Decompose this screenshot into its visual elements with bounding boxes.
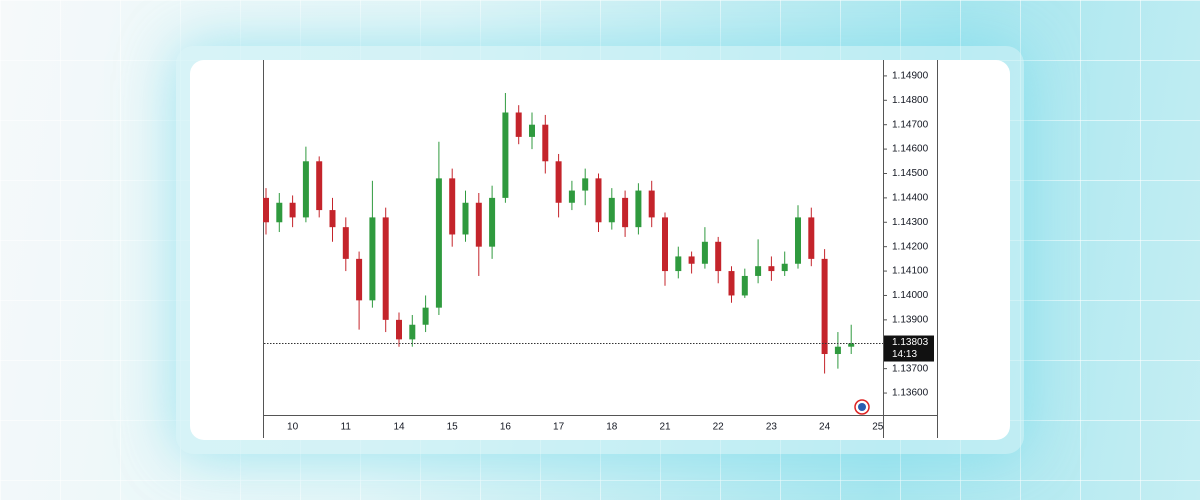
candle-body xyxy=(462,202,469,235)
candle-body xyxy=(662,217,668,272)
candle-body xyxy=(595,178,602,223)
y-tick-label: 1.14200 xyxy=(892,241,929,252)
candle-body xyxy=(768,266,775,272)
x-tick-label: 18 xyxy=(606,422,618,433)
candle-body xyxy=(329,210,336,228)
y-tick-label: 1.14400 xyxy=(892,193,929,204)
y-tick-label: 1.14100 xyxy=(892,266,929,277)
candle-body xyxy=(316,161,323,211)
candle-body xyxy=(635,190,642,228)
candle-body xyxy=(276,202,283,223)
candle-body xyxy=(502,112,509,198)
candle-body xyxy=(529,124,535,137)
x-tick-label: 11 xyxy=(341,422,352,433)
y-tick-label: 1.13700 xyxy=(892,363,929,374)
candle-body xyxy=(515,112,522,137)
card xyxy=(190,60,1010,440)
x-tick-label: 15 xyxy=(447,422,459,433)
y-tick-label: 1.14000 xyxy=(892,290,929,301)
x-tick-label: 25 xyxy=(872,422,884,433)
candle-body xyxy=(449,178,456,235)
candle-body xyxy=(755,266,762,276)
candle-body xyxy=(728,271,735,296)
y-tick-label: 1.14300 xyxy=(892,217,929,228)
x-tick-label: 16 xyxy=(500,422,512,433)
x-tick-label: 10 xyxy=(287,422,299,433)
candle-body xyxy=(648,190,655,218)
candle-body xyxy=(475,202,482,247)
candle-body xyxy=(701,241,708,264)
y-tick-label: 1.13900 xyxy=(892,314,929,325)
x-tick-label: 23 xyxy=(766,422,778,433)
candle-body xyxy=(342,227,349,259)
candle-body xyxy=(289,202,296,218)
candle-body xyxy=(356,258,363,301)
candle-body xyxy=(302,161,309,218)
x-tick-label: 21 xyxy=(659,422,671,433)
candle-body xyxy=(489,197,496,247)
x-tick-label: 17 xyxy=(553,422,565,433)
indicator-icon-dot xyxy=(858,403,866,411)
candle-body xyxy=(675,256,682,272)
x-tick-label: 24 xyxy=(819,422,831,433)
x-tick-label: 14 xyxy=(393,422,405,433)
candle-body xyxy=(741,275,748,296)
candle-body xyxy=(848,343,855,347)
candle-body xyxy=(821,258,828,355)
candle-body xyxy=(688,256,695,264)
candle-body xyxy=(781,263,788,272)
y-tick-label: 1.14700 xyxy=(892,119,929,130)
y-tick-label: 1.14500 xyxy=(892,168,929,179)
x-tick-label: 22 xyxy=(713,422,725,433)
candle-body xyxy=(795,217,801,264)
candle-body xyxy=(582,178,589,191)
candle-body xyxy=(382,217,389,320)
candle-body xyxy=(369,217,376,301)
candle-body xyxy=(715,241,722,272)
candle-body xyxy=(396,319,402,340)
indicator-icon[interactable] xyxy=(854,399,870,415)
y-tick-label: 1.14900 xyxy=(892,71,929,82)
candle-body xyxy=(263,197,269,223)
candle-body xyxy=(834,346,841,355)
candle-body xyxy=(542,124,549,162)
candle-body xyxy=(422,307,429,325)
countdown-label: 14:13 xyxy=(892,349,917,360)
y-tick-label: 1.14600 xyxy=(892,144,929,155)
candle-body xyxy=(568,190,575,203)
y-tick-label: 1.14800 xyxy=(892,95,929,106)
last-price-label: 1.13803 xyxy=(892,337,929,348)
candle-body xyxy=(555,161,562,203)
candle-body xyxy=(808,217,815,259)
candle-body xyxy=(622,197,629,228)
candle-body xyxy=(435,178,442,308)
y-tick-label: 1.13600 xyxy=(892,388,929,399)
last-price-box xyxy=(884,335,934,362)
candle-body xyxy=(409,324,416,340)
candle-body xyxy=(608,197,615,223)
